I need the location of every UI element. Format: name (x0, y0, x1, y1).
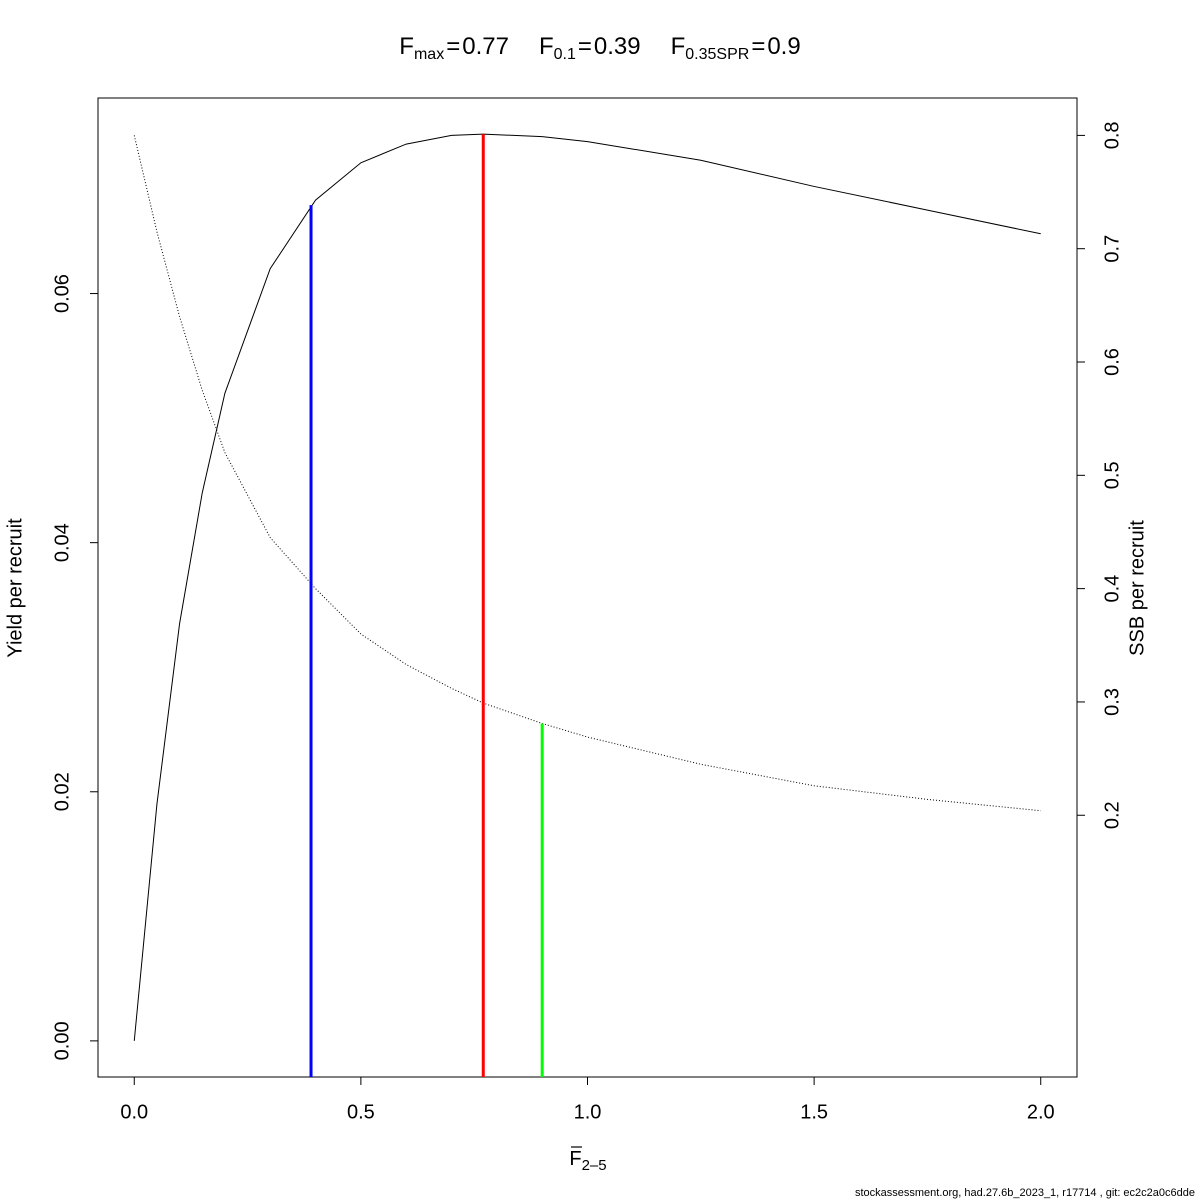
title-operator: = (446, 33, 460, 60)
x-label-symbol: F (569, 1148, 581, 1170)
y2-tick-label: 0.4 (1101, 575, 1123, 603)
x-tick-label: 1.0 (574, 1101, 602, 1123)
y2-axis-label: SSB per recruit (1126, 520, 1148, 656)
y2-tick-label: 0.7 (1101, 235, 1123, 263)
y2-tick-label: 0.6 (1101, 348, 1123, 376)
title-value: 0.9 (767, 33, 800, 60)
x-axis-label: F2–5 (569, 1148, 606, 1174)
y2-tick-label: 0.5 (1101, 461, 1123, 489)
title-subscript: 0.1 (554, 46, 576, 63)
y-tick-label: 0.04 (51, 523, 73, 562)
chart-title: Fmax=0.77 F0.1=0.39 F0.35SPR=0.9 (399, 33, 800, 63)
footer: stockassessment.org, had.27.6b_2023_1, r… (855, 1187, 1195, 1199)
x-tick-label: 2.0 (1027, 1101, 1055, 1123)
x-tick-label: 1.5 (800, 1101, 828, 1123)
y2-tick-label: 0.2 (1101, 801, 1123, 829)
title-value: 0.77 (462, 33, 509, 60)
title-subscript: max (414, 46, 444, 63)
y-tick-label: 0.02 (51, 772, 73, 811)
x-tick-label: 0.5 (347, 1101, 375, 1123)
y2-tick-label: 0.8 (1101, 121, 1123, 149)
title-operator: = (751, 33, 765, 60)
title-symbol: F (399, 33, 414, 60)
series-line (133, 135, 1041, 812)
title-operator: = (578, 33, 592, 60)
x-label-subscript: 2–5 (582, 1157, 607, 1174)
plot-frame (97, 97, 1078, 1078)
series-line (133, 133, 1041, 1041)
y2-tick-label: 0.3 (1101, 688, 1123, 716)
y-axis-label: Yield per recruit (4, 518, 26, 658)
title-subscript: 0.35SPR (685, 46, 749, 63)
title-symbol: F (539, 33, 554, 60)
y-tick-label: 0.00 (51, 1021, 73, 1060)
y-tick-label: 0.06 (51, 274, 73, 313)
x-tick-label: 0.0 (120, 1101, 148, 1123)
title-value: 0.39 (594, 33, 641, 60)
title-symbol: F (671, 33, 686, 60)
